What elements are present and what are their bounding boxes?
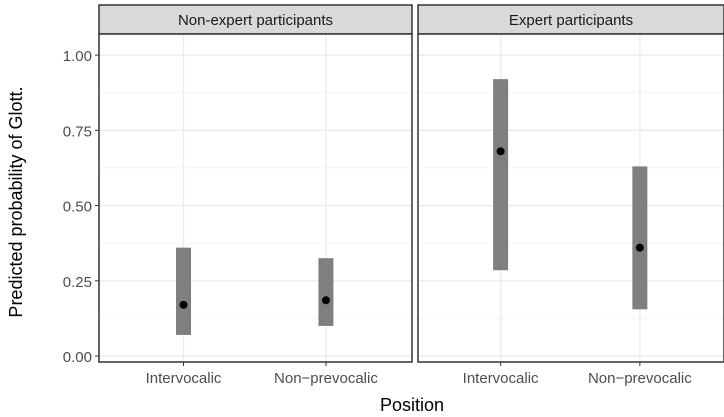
confidence-interval <box>176 247 192 335</box>
confidence-interval <box>493 79 509 271</box>
facet-strip <box>417 4 724 35</box>
facet-strip <box>98 4 413 35</box>
x-tick-label: Intervocalic <box>146 370 222 387</box>
x-tick-label: Non−prevocalic <box>588 370 692 387</box>
confidence-interval <box>318 258 334 326</box>
y-tick-label: 0.75 <box>63 123 92 140</box>
y-tick-label: 0.00 <box>63 349 92 366</box>
y-tick-label: 0.25 <box>63 274 92 291</box>
panel-background <box>99 34 412 362</box>
facet-panel: Expert participants Intervocalic Non−prevo… <box>417 4 724 387</box>
x-tick-label: Intervocalic <box>463 370 539 387</box>
panel-border <box>417 33 724 363</box>
facet-strip-label: Expert participants <box>509 12 633 29</box>
panel-border <box>98 33 413 363</box>
x-axis-title: Position <box>380 395 444 415</box>
estimate-point <box>179 300 188 309</box>
facet-panel: Non-expert participants Intervocalic Non−p… <box>98 4 413 387</box>
estimate-point <box>635 243 644 252</box>
y-tick-label: 0.50 <box>63 199 92 216</box>
y-axis-title: Predicted probability of Glott. <box>6 86 26 317</box>
y-tick-label: 1.00 <box>63 48 92 65</box>
panels-layer: Non-expert participants Intervocalic Non−p… <box>98 4 724 387</box>
confidence-interval <box>632 166 648 310</box>
facet-strip-label: Non-expert participants <box>178 12 333 29</box>
y-axis: 0.00 0.25 0.50 0.75 1.00 <box>63 48 99 366</box>
estimate-point <box>321 296 330 305</box>
x-tick-label: Non−prevocalic <box>274 370 378 387</box>
estimate-point <box>496 147 505 156</box>
panel-background <box>418 34 724 362</box>
